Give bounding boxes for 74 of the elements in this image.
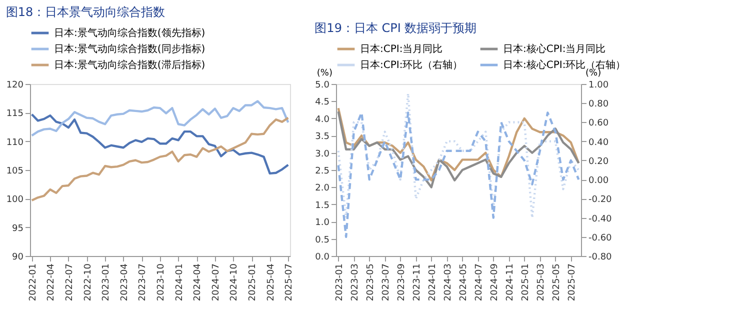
y-tick-label: 1.5 [315, 200, 330, 211]
y-tick-label: 110 [6, 138, 24, 148]
legend-label: 日本:景气动向综合指数(滞后指标) [54, 59, 206, 71]
y2-tick-label: 0.00 [588, 176, 609, 186]
x-tick-label: 2023-03 [350, 264, 360, 302]
y-tick-label: 95 [12, 224, 24, 234]
x-tick-label: 2023-01 [334, 264, 345, 302]
y-tick-label: 100 [6, 195, 24, 206]
y-tick-label: 4.0 [315, 114, 330, 125]
x-tick-label: 2025-01 [520, 264, 531, 302]
x-tick-label: 2024-07 [211, 264, 222, 302]
line-series [30, 100, 290, 137]
y2-tick-label: -0.40 [588, 214, 612, 224]
y2-tick-label: 0.20 [588, 156, 609, 167]
y-tick-label: 4.5 [315, 98, 330, 108]
line-series [337, 92, 580, 219]
y-tick-label: 120 [6, 80, 24, 90]
y2-axis-title: (%) [586, 68, 602, 78]
y-tick-label: 3.5 [315, 132, 330, 142]
line-series [30, 116, 290, 202]
x-tick-label: 2024-01 [428, 264, 438, 302]
x-tick-label: 2024-09 [490, 263, 500, 302]
x-tick-label: 2023-04 [120, 263, 130, 302]
x-tick-label: 2023-11 [412, 264, 422, 302]
x-tick-label: 2024-11 [505, 264, 516, 302]
y-tick-label: 0.0 [315, 252, 330, 262]
x-tick-label: 2025-07 [284, 264, 295, 302]
legend-label: 日本:景气动向综合指数(领先指标) [54, 27, 206, 39]
x-tick-label: 2022-07 [64, 264, 75, 302]
y-tick-label: 1.0 [315, 218, 330, 228]
x-tick-label: 2024-01 [174, 264, 185, 302]
x-tick-label: 2025-01 [248, 264, 258, 302]
y2-tick-label: 0.40 [588, 138, 609, 148]
y2-tick-label: -0.20 [588, 195, 612, 206]
y2-tick-label: -0.60 [588, 233, 612, 244]
x-tick-label: 2025-03 [536, 264, 546, 302]
y-tick-label: 3.0 [315, 149, 330, 160]
x-tick-label: 2024-04 [193, 263, 204, 302]
x-tick-label: 2022-04 [46, 263, 57, 302]
legend-label: 日本:核心CPI:当月同比 [503, 43, 606, 55]
chart-title: 图18：日本景气动向综合指数 [6, 5, 166, 19]
line-series [337, 112, 580, 238]
y2-tick-label: 0.60 [588, 118, 609, 129]
x-tick-label: 2023-01 [102, 264, 112, 302]
y2-tick-label: 0.80 [588, 100, 609, 110]
line-series [30, 113, 290, 175]
y-tick-label: 115 [6, 109, 24, 120]
y2-tick-label: 1.00 [588, 80, 609, 90]
y-tick-label: 5.0 [315, 80, 330, 90]
legend-label: 日本:景气动向综合指数(同步指标) [54, 43, 206, 55]
x-tick-label: 2023-07 [138, 264, 148, 302]
y-tick-label: 2.5 [315, 166, 330, 176]
y-axis-title: (%) [316, 68, 332, 78]
x-tick-label: 2024-05 [458, 264, 469, 302]
y-tick-label: 105 [6, 166, 24, 176]
legend-label: 日本:CPI:环比（右轴） [360, 59, 463, 71]
x-tick-label: 2025-05 [552, 264, 562, 302]
y-tick-label: 0.5 [315, 235, 330, 246]
x-tick-label: 2024-10 [230, 263, 240, 302]
x-tick-label: 2023-07 [381, 264, 392, 302]
chart-title: 图19：日本 CPI 数据弱于预期 [314, 21, 477, 35]
x-tick-label: 2024-07 [474, 264, 484, 302]
y-tick-label: 90 [12, 252, 24, 262]
x-tick-label: 2023-05 [366, 264, 376, 302]
legend-label: 日本:CPI:当月同比 [360, 43, 443, 55]
y2-tick-label: -0.80 [588, 252, 612, 262]
x-tick-label: 2022-01 [28, 264, 38, 302]
y-tick-label: 2.0 [315, 184, 330, 194]
x-tick-label: 2025-04 [266, 263, 276, 302]
x-tick-label: 2025-07 [567, 264, 578, 302]
x-tick-label: 2024-03 [443, 264, 454, 302]
x-tick-label: 2022-10 [83, 263, 94, 302]
x-tick-label: 2023-10 [156, 263, 166, 302]
x-tick-label: 2023-09 [396, 263, 407, 302]
